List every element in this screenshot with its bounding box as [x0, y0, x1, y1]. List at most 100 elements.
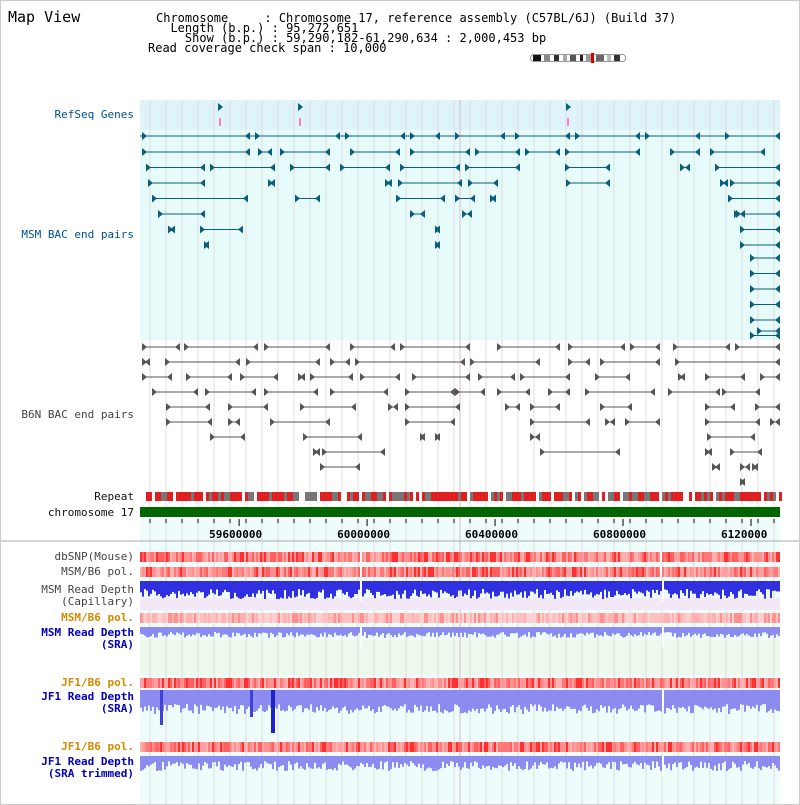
msm-b6-pol-1-strip: [204, 567, 206, 577]
jf1-sra-depth-bar: [596, 690, 598, 710]
jf1-sra-depth-bar: [284, 690, 286, 712]
track-label-msm-read-depth-sra[interactable]: MSM Read Depth (SRA): [41, 626, 134, 651]
jf1-b6-pol-1-strip: [164, 678, 166, 688]
b6n-bac-pair-end: [455, 403, 460, 411]
jf1-trimmed-depth-bar: [514, 756, 516, 764]
jf1-trimmed-depth-bar: [418, 756, 420, 764]
chromosome-ideogram[interactable]: [530, 53, 626, 63]
msm-sra-depth-bar: [720, 627, 722, 634]
msm-b6-pol-2-strip: [592, 613, 594, 623]
msm-b6-pol-2-strip: [542, 613, 544, 623]
msm-b6-pol-1-strip: [450, 567, 452, 577]
jf1-b6-pol-1-strip: [412, 678, 414, 688]
repeat-segment: [230, 492, 233, 501]
track-label-msm-b6-pol-2[interactable]: MSM/B6 pol.: [61, 611, 134, 624]
jf1-trimmed-depth-bar: [394, 756, 396, 768]
msm-capillary-depth-bar: [338, 581, 340, 590]
msm-b6-pol-2-strip: [310, 613, 312, 623]
jf1-sra-depth-bar: [496, 690, 498, 706]
jf1-b6-pol-2-strip: [300, 742, 302, 752]
msm-capillary-depth-bar: [750, 581, 752, 596]
jf1-sra-depth-bar: [478, 690, 480, 714]
repeat-segment: [518, 492, 521, 501]
msm-b6-pol-2-strip: [608, 613, 610, 623]
jf1-b6-pol-2-strip: [482, 742, 484, 752]
jf1-b6-pol-1-strip: [534, 678, 536, 688]
msm-sra-depth-bar: [374, 627, 376, 636]
msm-sra-depth-bar: [434, 627, 436, 638]
track-label-jf1-read-depth-trimmed[interactable]: JF1 Read Depth (SRA trimmed): [41, 755, 134, 780]
msm-b6-pol-1-strip: [636, 567, 638, 577]
jf1-b6-pol-1-strip: [690, 678, 692, 688]
jf1-trimmed-depth-bar: [680, 756, 682, 763]
msm-sra-depth-bar: [466, 627, 468, 638]
msm-b6-pol-2-strip: [644, 613, 646, 623]
repeat-segment: [197, 492, 200, 501]
msm-capillary-depth-bar: [336, 581, 338, 591]
repeat-segment: [398, 492, 401, 501]
msm-sra-depth-bar: [692, 627, 694, 636]
msm-b6-pol-1-strip: [672, 567, 674, 577]
msm-sra-depth-bar: [378, 627, 380, 637]
track-label-msm-bac[interactable]: MSM BAC end pairs: [21, 228, 134, 241]
jf1-sra-depth-bar: [414, 690, 416, 705]
jf1-b6-pol-1-strip: [746, 678, 748, 688]
msm-capillary-depth-bar: [352, 581, 354, 598]
msm-b6-pol-2-strip: [634, 613, 636, 623]
b6n-bac-pair-end: [205, 388, 210, 396]
msm-b6-pol-1-strip: [630, 567, 632, 577]
dbsnp-strip: [708, 552, 710, 562]
msm-sra-depth-bar: [480, 627, 482, 635]
axis-tick-label: 6120000: [721, 528, 768, 541]
msm-sra-depth-bar: [734, 627, 736, 635]
msm-bac-pair-end: [715, 163, 720, 172]
msm-capillary-depth-bar: [364, 581, 366, 594]
msm-b6-pol-1-strip: [438, 567, 440, 577]
jf1-b6-pol-2-strip: [454, 742, 456, 752]
msm-sra-depth-bar: [446, 627, 448, 635]
dbsnp-strip: [776, 552, 778, 562]
jf1-sra-depth-bar: [380, 690, 382, 713]
msm-b6-pol-1-strip: [626, 567, 628, 577]
jf1-sra-depth-bar: [652, 690, 654, 706]
msm-capillary-depth-bar: [670, 581, 672, 598]
track-label-jf1-b6-pol-2[interactable]: JF1/B6 pol.: [61, 740, 134, 753]
msm-b6-pol-1-strip: [696, 567, 698, 577]
msm-sra-depth-bar: [744, 627, 746, 636]
jf1-sra-depth-bar: [724, 690, 726, 707]
track-label-chromosome[interactable]: chromosome 17: [47, 506, 134, 519]
jf1-trimmed-depth-bar: [568, 756, 570, 763]
jf1-b6-pol-2-strip: [610, 742, 612, 752]
msm-b6-pol-1-strip: [624, 567, 626, 577]
coverage-label: Read coverage check span: [148, 41, 322, 55]
jf1-sra-depth-bar: [350, 690, 352, 710]
msm-capillary-depth-bar: [466, 581, 468, 595]
msm-b6-pol-1-strip: [670, 567, 672, 577]
track-label-b6n-bac[interactable]: B6N BAC end pairs: [21, 408, 134, 421]
repeat-segment: [218, 492, 221, 501]
dbsnp-strip: [198, 552, 200, 562]
msm-b6-pol-2-strip: [284, 613, 286, 623]
track-label-msm-b6-pol-1[interactable]: MSM/B6 pol.: [61, 565, 134, 578]
msm-capillary-depth-bar: [450, 581, 452, 597]
msm-b6-pol-1-strip: [272, 567, 274, 577]
msm-b6-pol-1-strip: [508, 567, 510, 577]
track-label-repeat[interactable]: Repeat: [94, 490, 134, 503]
track-label-jf1-b6-pol-1[interactable]: JF1/B6 pol.: [61, 676, 134, 689]
dbsnp-strip: [636, 552, 638, 562]
jf1-b6-pol-1-strip: [314, 678, 316, 688]
msm-b6-pol-2-strip: [666, 613, 668, 623]
jf1-b6-pol-1-strip: [458, 678, 460, 688]
jf1-trimmed-depth-bar: [402, 756, 404, 767]
track-label-msm-read-depth-capillary[interactable]: MSM Read Depth (Capillary): [41, 583, 134, 608]
jf1-sra-depth-bar: [298, 690, 300, 706]
jf1-b6-pol-2-strip: [582, 742, 584, 752]
msm-b6-pol-1-strip: [454, 567, 456, 577]
msm-capillary-depth-bar: [474, 581, 476, 591]
msm-capillary-depth-bar: [410, 581, 412, 596]
track-label-dbsnp[interactable]: dbSNP(Mouse): [54, 550, 134, 563]
track-label-refseq[interactable]: RefSeq Genes: [54, 108, 134, 121]
jf1-trimmed-depth-bar: [694, 756, 696, 768]
track-label-jf1-read-depth-sra[interactable]: JF1 Read Depth (SRA): [41, 690, 134, 715]
